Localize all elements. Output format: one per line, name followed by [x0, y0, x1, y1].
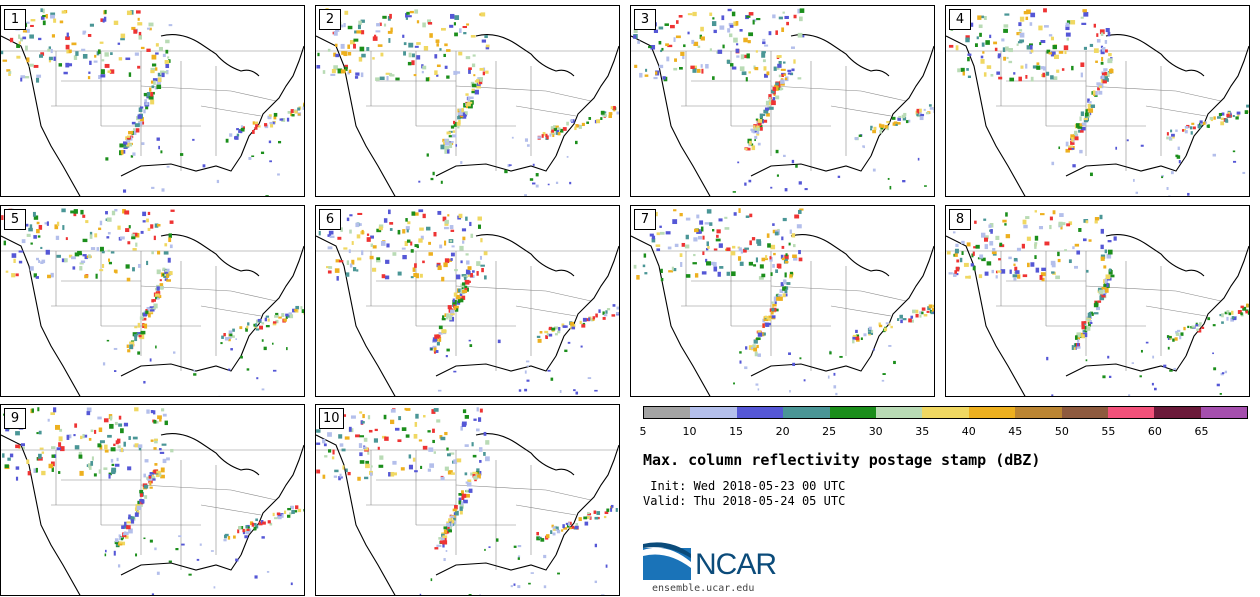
plot-title: Max. column reflectivity postage stamp (…	[643, 451, 1041, 469]
stamp-number: 5	[4, 209, 26, 230]
postage-stamp-2: 2	[315, 5, 620, 197]
map-canvas	[316, 209, 619, 396]
map-canvas	[316, 407, 619, 595]
stamp-number: 7	[634, 209, 656, 230]
stamp-number: 3	[634, 9, 656, 30]
colorbar-swatch	[1107, 407, 1155, 418]
postage-stamp-6: 6	[315, 205, 620, 397]
map-canvas	[946, 8, 1249, 196]
colorbar-swatch	[1154, 407, 1201, 418]
map-canvas	[1, 8, 304, 196]
colorbar-swatch	[783, 407, 830, 418]
colorbar-swatch	[644, 407, 691, 418]
postage-stamp-1: 1	[0, 5, 305, 197]
map-canvas	[631, 208, 934, 396]
colorbar-swatch	[829, 407, 876, 418]
postage-stamp-5: 5	[0, 205, 305, 397]
colorbar-tick-label: 5	[639, 425, 647, 438]
postage-stamp-7: 7	[630, 205, 935, 397]
postage-stamp-10: 10	[315, 404, 620, 596]
valid-time: Valid: Thu 2018-05-24 05 UTC	[643, 494, 846, 508]
colorbar-tick-label: 45	[1008, 425, 1023, 438]
stamp-number: 6	[319, 209, 341, 230]
colorbar-swatch	[968, 407, 1016, 418]
colorbar-swatch	[875, 407, 923, 418]
colorbar-tick-label: 35	[915, 425, 930, 438]
colorbar-tick-label: 15	[729, 425, 744, 438]
stamp-number: 1	[4, 9, 26, 30]
colorbar-tick-label: 25	[822, 425, 837, 438]
init-time: Init: Wed 2018-05-23 00 UTC	[643, 479, 846, 493]
postage-stamp-4: 4	[945, 5, 1250, 197]
stamp-number: 2	[319, 9, 341, 30]
colorbar-tick-label: 40	[961, 425, 976, 438]
postage-stamp-3: 3	[630, 5, 935, 197]
colorbar-swatch	[1061, 407, 1108, 418]
stamp-number: 9	[4, 408, 26, 429]
postage-stamp-9: 9	[0, 404, 305, 596]
map-canvas	[1, 208, 304, 396]
colorbar-swatch	[1015, 407, 1062, 418]
colorbar-tick-label: 65	[1194, 425, 1209, 438]
ncar-wordmark: NCAR	[695, 548, 777, 581]
colorbar-tick-label: 20	[775, 425, 790, 438]
map-canvas	[946, 210, 1249, 396]
ensemble-url: ensemble.ucar.edu	[652, 583, 755, 594]
stamp-number: 8	[949, 209, 971, 230]
map-canvas	[631, 8, 934, 196]
postage-stamp-8: 8	[945, 205, 1250, 397]
stamp-number: 10	[319, 408, 344, 429]
colorbar-tick-label: 55	[1101, 425, 1116, 438]
map-canvas	[316, 8, 619, 196]
colorbar-tick-label: 10	[682, 425, 697, 438]
colorbar-tick-label: 50	[1054, 425, 1069, 438]
ncar-logo-icon	[643, 542, 691, 580]
stamp-number: 4	[949, 9, 971, 30]
colorbar	[643, 406, 1248, 419]
map-canvas	[1, 407, 304, 595]
colorbar-swatch	[736, 407, 784, 418]
colorbar-tick-label: 60	[1147, 425, 1162, 438]
colorbar-tick-label: 30	[868, 425, 883, 438]
colorbar-swatch	[922, 407, 969, 418]
colorbar-swatch	[1200, 407, 1248, 418]
colorbar-labels: 5 10 15 20 25 30 35 40 45 50 55 60 65	[639, 425, 1248, 439]
colorbar-swatch	[690, 407, 737, 418]
